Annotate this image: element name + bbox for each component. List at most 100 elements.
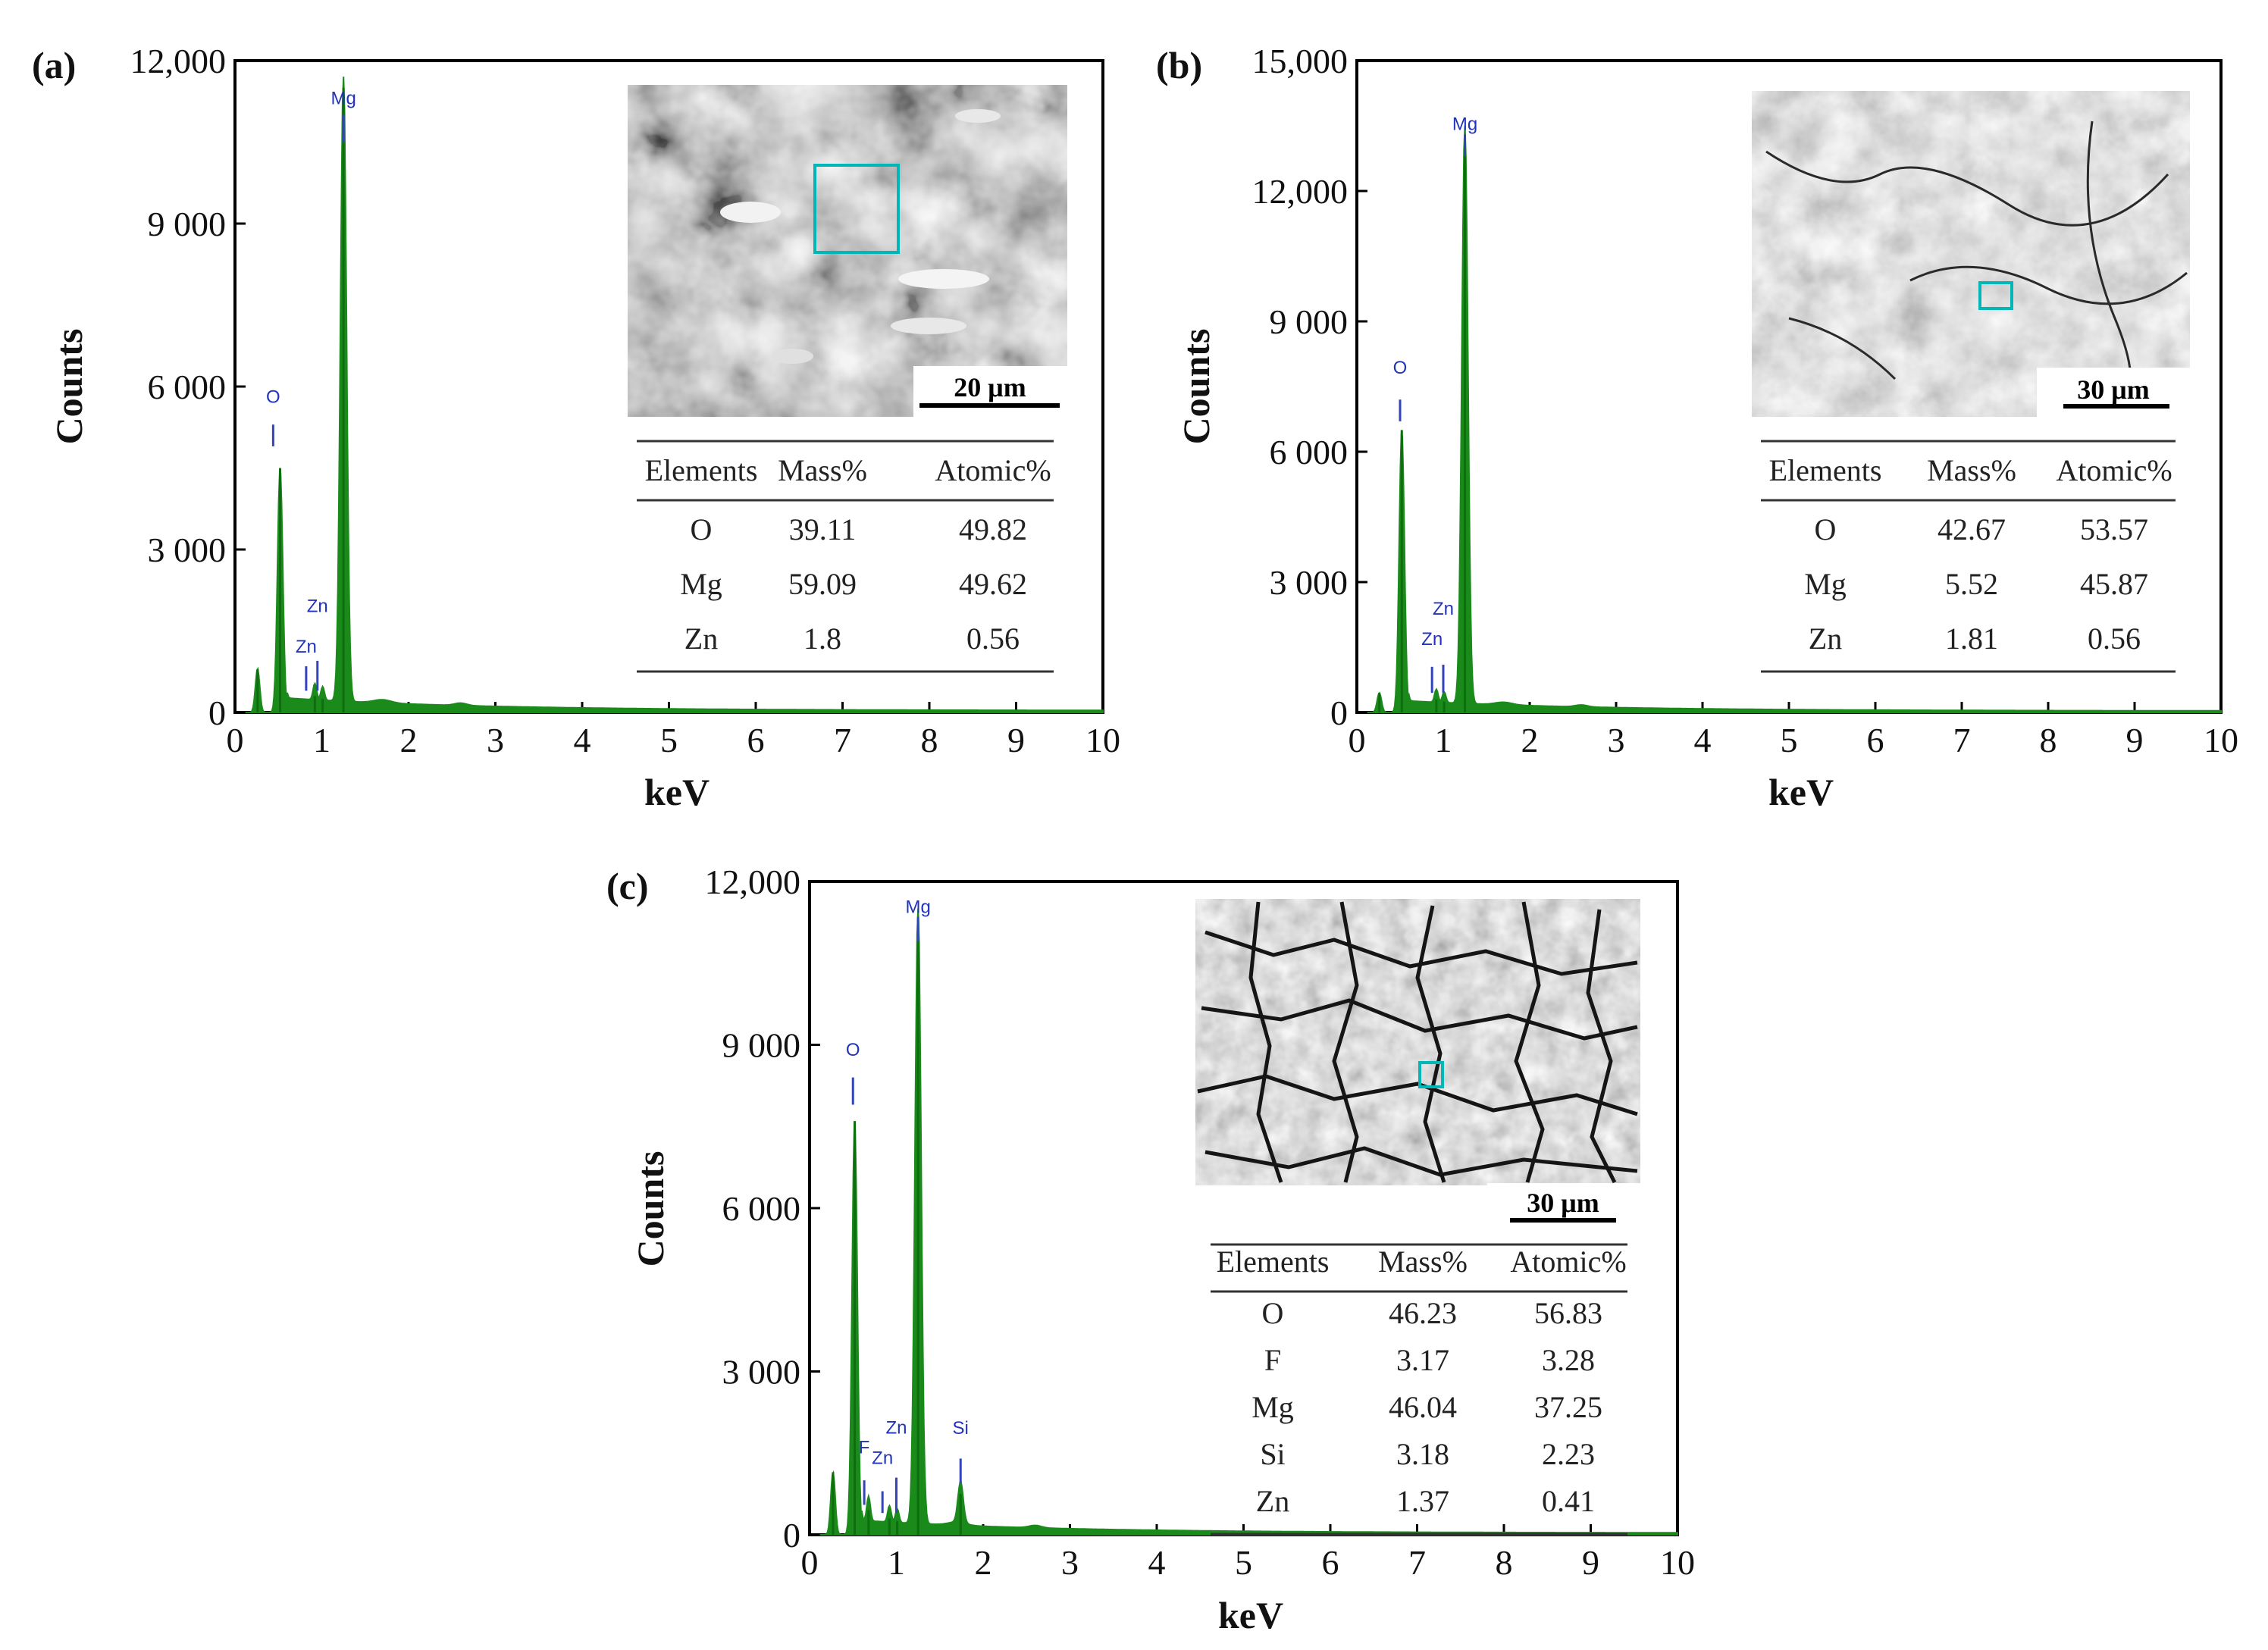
surface-crack xyxy=(1909,265,2188,305)
table-cell: 45.87 xyxy=(2080,567,2148,601)
panel-c: (c) Counts keV 0 3 000 6 000 9 000 12,000 0 1… xyxy=(606,863,1695,1636)
y-tick-label: 12,000 xyxy=(1252,172,1349,211)
table-header: Atomic% xyxy=(2056,453,2172,487)
table-cell: 59.09 xyxy=(788,567,857,601)
peak-label: Mg xyxy=(1452,114,1477,135)
table-cell: Zn xyxy=(1256,1484,1289,1518)
table-cell: 2.23 xyxy=(1542,1437,1595,1471)
bright-particle xyxy=(891,318,966,334)
y-tick-label: 0 xyxy=(783,1516,800,1555)
x-tick-label: 10 xyxy=(1660,1543,1695,1582)
spectrum xyxy=(819,908,1678,1536)
x-tick-label: 9 xyxy=(1007,721,1025,759)
panel-label: (c) xyxy=(606,865,649,907)
table-cell: 0.56 xyxy=(966,621,1020,656)
bright-particle xyxy=(898,269,989,289)
composition-table: Elements Mass% Atomic% O 46.23 56.83 F 3.17 3.28… xyxy=(1211,1243,1627,1536)
x-axis-title: keV xyxy=(1218,1594,1283,1636)
y-tick-label: 6 000 xyxy=(1270,433,1349,471)
micrograph-inset: 30 μm xyxy=(1195,899,1640,1231)
x-tick-label: 9 xyxy=(1582,1543,1599,1582)
y-tick-label: 3 000 xyxy=(722,1353,801,1392)
peak-label: Zn xyxy=(872,1448,893,1469)
peak-label: O xyxy=(1393,358,1408,378)
scale-bar xyxy=(2063,404,2169,409)
spectrum xyxy=(1367,125,2222,713)
panel-b: (b) Counts keV 0 3 000 6 000 9 000 12,000 15,… xyxy=(1156,42,2238,813)
scale-bar xyxy=(919,403,1060,408)
selection-box xyxy=(813,164,900,254)
x-tick-label: 0 xyxy=(1349,721,1366,759)
table-cell: F xyxy=(1264,1343,1281,1377)
peak-labels: O Zn Zn Mg xyxy=(1393,114,1477,694)
y-tick-label: 3 000 xyxy=(148,531,227,569)
x-tick-label: 7 xyxy=(834,721,851,759)
x-tick-label: 10 xyxy=(1085,721,1120,759)
table-header: Elements xyxy=(645,453,758,487)
x-tick-label: 6 xyxy=(1867,721,1884,759)
x-tick-label: 9 xyxy=(2126,721,2144,759)
panel-label: (b) xyxy=(1156,44,1202,86)
table-cell: Mg xyxy=(680,567,722,601)
bright-particle xyxy=(771,349,813,364)
bright-particle xyxy=(720,202,781,223)
y-tick-label: 9 000 xyxy=(1270,302,1349,341)
peak-label: Zn xyxy=(885,1417,907,1438)
x-tick-label: 2 xyxy=(400,721,418,759)
micrograph-inset: 20 μm xyxy=(628,85,1067,417)
peak-label: F xyxy=(859,1437,870,1457)
table-cell: 1.8 xyxy=(804,621,841,656)
x-tick-label: 6 xyxy=(1322,1543,1339,1582)
table-header: Atomic% xyxy=(935,453,1051,487)
table-cell: 3.28 xyxy=(1542,1343,1595,1377)
table-cell: Si xyxy=(1260,1437,1285,1471)
y-tick-label: 12,000 xyxy=(130,42,227,80)
y-tick-label: 0 xyxy=(1330,694,1348,732)
y-tick-label: 15,000 xyxy=(1252,42,1349,80)
y-ticks: 0 3 000 6 000 9 000 12,000 xyxy=(130,42,246,732)
table-header: Elements xyxy=(1769,453,1882,487)
table-header: Mass% xyxy=(778,453,867,487)
spectrum xyxy=(245,77,1104,713)
table-cell: 37.25 xyxy=(1534,1390,1602,1424)
x-tick-label: 0 xyxy=(801,1543,819,1582)
table-cell: O xyxy=(1262,1296,1284,1330)
x-axis-title: keV xyxy=(1768,771,1834,813)
y-axis-title: Counts xyxy=(629,1151,672,1267)
x-tick-label: 3 xyxy=(1608,721,1625,759)
selection-box xyxy=(1418,1061,1444,1088)
table-cell: 0.41 xyxy=(1542,1484,1595,1518)
x-tick-label: 4 xyxy=(1694,721,1712,759)
x-tick-label: 10 xyxy=(2204,721,2238,759)
bright-particle xyxy=(955,109,1001,123)
scale-bar-label: 20 μm xyxy=(954,372,1026,402)
peak-labels: O Zn Zn Mg xyxy=(266,88,356,691)
scale-bar-bg xyxy=(1487,1183,1640,1231)
crack-network xyxy=(1197,901,1638,1184)
x-tick-label: 1 xyxy=(1435,721,1452,759)
y-tick-label: 3 000 xyxy=(1270,563,1349,602)
spectrum-area xyxy=(245,77,1104,713)
x-tick-label: 2 xyxy=(1521,721,1539,759)
x-tick-label: 4 xyxy=(1148,1543,1166,1582)
peak-label: Mg xyxy=(905,897,930,918)
scale-bar-label: 30 μm xyxy=(2077,374,2149,405)
table-cell: Mg xyxy=(1804,567,1847,601)
x-tick-label: 5 xyxy=(1781,721,1798,759)
table-cell: Zn xyxy=(1809,621,1842,656)
table-header: Elements xyxy=(1217,1245,1330,1279)
y-tick-label: 6 000 xyxy=(722,1189,801,1228)
peak-label: Zn xyxy=(1421,629,1443,650)
table-cell: 42.67 xyxy=(1938,512,2006,546)
table-header: Atomic% xyxy=(1510,1245,1626,1279)
y-axis-title: Counts xyxy=(1175,329,1217,445)
scale-bar-bg xyxy=(2037,368,2190,417)
table-cell: 39.11 xyxy=(789,512,857,546)
table-cell: 0.56 xyxy=(2088,621,2141,656)
y-tick-label: 12,000 xyxy=(705,863,801,901)
x-tick-label: 4 xyxy=(574,721,591,759)
micrograph-inset: 30 μm xyxy=(1752,91,2190,417)
table-cell: O xyxy=(691,512,713,546)
table-cell: 46.23 xyxy=(1389,1296,1457,1330)
